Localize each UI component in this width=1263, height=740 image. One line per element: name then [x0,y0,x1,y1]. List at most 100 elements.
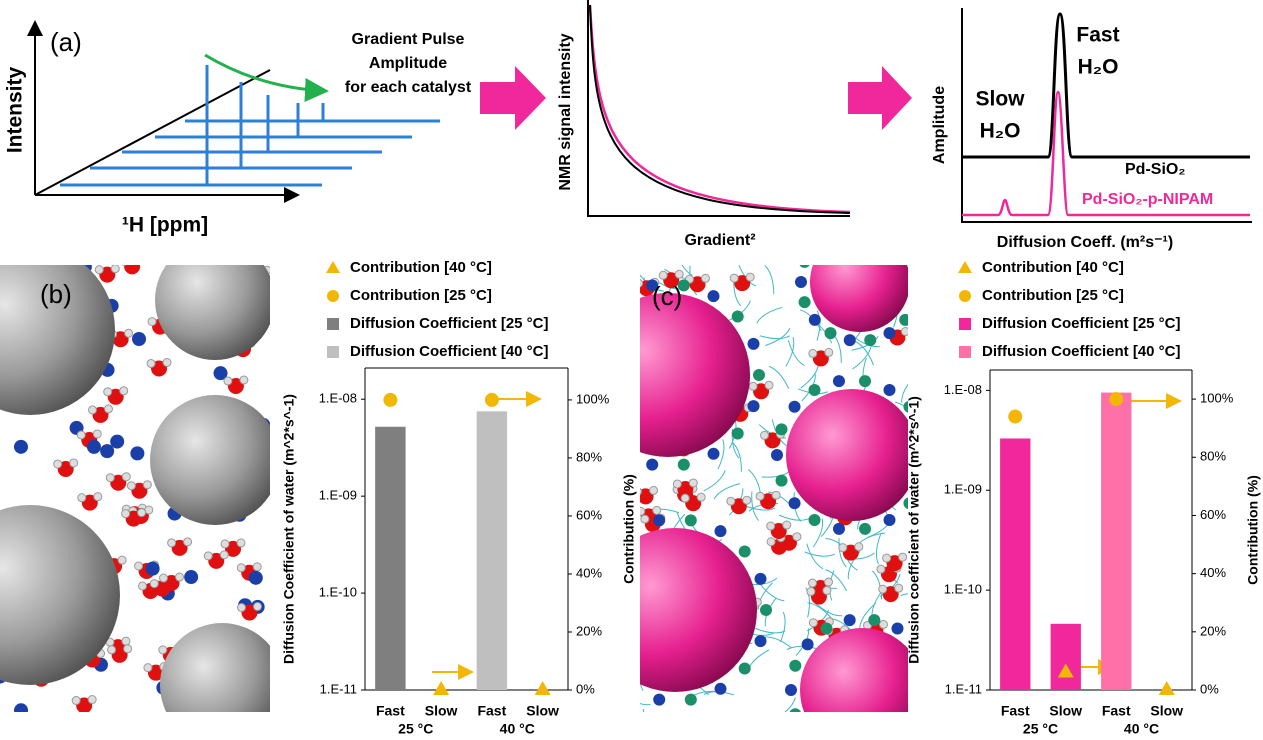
atom [708,448,720,460]
y-tick-label: 1.E-09 [944,482,982,497]
atom [799,296,811,308]
marker [383,393,397,407]
atom [617,448,629,460]
atom [884,327,896,339]
atom [253,563,261,571]
y2-tick-label: 0% [1200,681,1219,696]
atom [599,662,611,674]
atom [118,556,126,564]
atom [789,660,801,672]
atom [899,238,911,250]
atom [823,587,831,595]
atom [824,225,836,237]
atom [249,571,263,585]
panel-label: (b) [40,279,72,309]
y2-tick-label: 20% [576,623,602,638]
atom [883,554,891,562]
atom [136,256,144,264]
atom [624,683,636,695]
sphere [593,528,757,692]
atom [755,573,767,585]
atom [122,510,130,518]
atom [240,376,248,384]
molecular-image [0,240,284,740]
atom [910,730,922,740]
axis-label: Intensity [4,67,27,154]
atom [913,276,925,288]
atom [641,515,649,523]
atom [237,564,245,572]
polymer-chain [907,282,919,309]
atom [148,318,156,326]
atom [184,538,192,546]
atom [746,273,754,281]
y-tick-label: 1.E-08 [319,391,357,406]
atom [749,382,757,390]
atom [901,328,909,336]
y2-tick-label: 100% [576,391,610,406]
atom [204,552,212,560]
axis-label: Diffusion Coeff. (m²s⁻¹) [997,234,1173,251]
atom [675,270,683,278]
atom [879,620,887,628]
legend-label: Contribution [40 °C] [350,259,492,276]
atom [646,459,658,471]
atom [689,479,697,487]
atom [895,584,903,592]
atom [653,514,665,526]
atom [756,492,764,500]
curve [590,5,850,213]
atom [637,507,645,515]
atom [808,579,816,587]
atom [909,256,921,268]
atom [70,459,78,467]
atom [748,400,760,412]
atom [635,279,643,287]
legend-marker [327,290,339,302]
atom [653,506,661,514]
panel-label: (c) [652,281,682,311]
atom [727,497,735,505]
atom [14,703,28,717]
atom [104,388,112,396]
marker [1008,410,1022,424]
atom [748,338,760,350]
x-tick-label: Slow [1049,703,1082,719]
atom [730,274,738,282]
y-axis-title: Diffusion Coefficient of water (m^2*s^-1… [281,394,297,664]
atom [94,493,102,501]
bar [1101,393,1131,690]
series-label: Pd-SiO₂ [1125,161,1185,178]
sphere [786,389,918,521]
legend-marker [959,346,971,358]
decay-plot: NMR signal intensity Gradient² [557,0,850,249]
atom [761,431,769,439]
atom [143,481,151,489]
atom [106,474,114,482]
y2-tick-label: 80% [576,449,602,464]
polymer-chain [637,709,644,738]
atom [237,604,245,612]
atom [160,574,168,582]
atom [110,435,124,449]
legend-label: Contribution [25 °C] [350,287,492,304]
atom [150,580,158,588]
panel-label: (a) [50,27,82,57]
atom [883,384,895,396]
atom [809,349,817,357]
legend-label: Diffusion Coefficient [40 °C] [982,343,1181,360]
atom [72,697,80,705]
marker [535,681,551,695]
atom [743,496,751,504]
atom [714,525,726,537]
curve [590,5,850,212]
y2-tick-label: 80% [1200,449,1226,464]
atom [650,486,658,494]
atom [576,338,588,350]
x-tick-label: Fast [376,703,405,719]
y2-tick-label: 20% [1200,623,1226,638]
legend-marker [958,261,972,273]
marker [433,681,449,695]
atom [616,290,628,302]
atom [678,459,690,471]
